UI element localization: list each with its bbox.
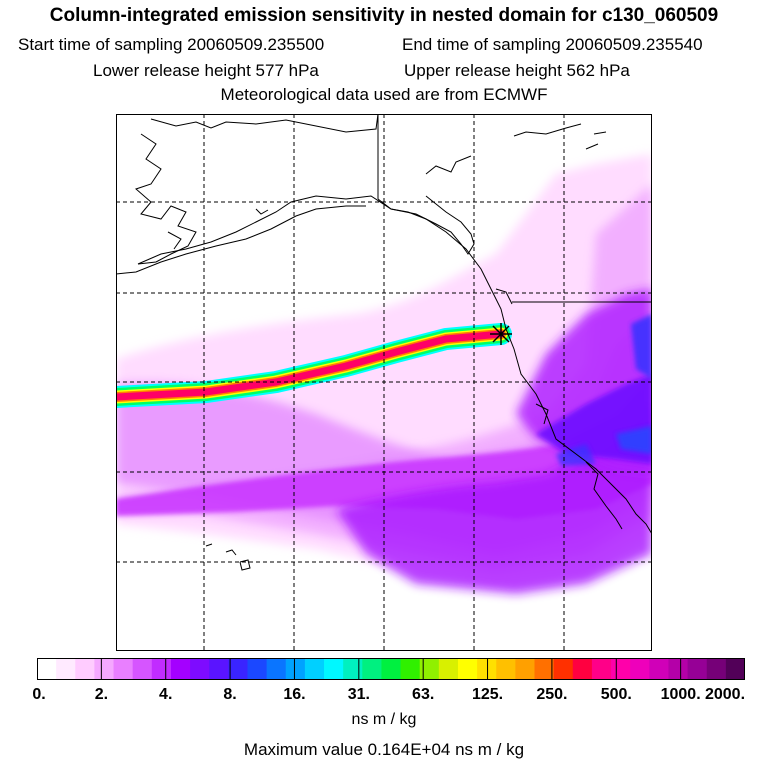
- colorbar-swatch: [611, 658, 631, 680]
- colorbar-swatch: [304, 658, 325, 680]
- colorbar-tick-label: 8.: [223, 686, 237, 703]
- colorbar-swatch: [438, 658, 459, 680]
- colorbar-tick-label: 1000.: [660, 686, 701, 703]
- colorbar-swatch: [649, 658, 670, 680]
- colorbar-swatch: [266, 658, 287, 680]
- colorbar-tick-label: 125.: [471, 686, 504, 703]
- lower-height-label: Lower release height 577 hPa: [93, 61, 319, 80]
- colorbar-swatch: [706, 658, 727, 680]
- colorbar: [37, 658, 745, 680]
- colorbar-swatch: [151, 658, 172, 680]
- colorbar-swatch: [75, 658, 96, 680]
- colorbar-tick-label: 16.: [283, 686, 306, 703]
- colorbar-swatch: [285, 658, 306, 680]
- map-panel: [116, 114, 652, 651]
- colorbar-tick-label: 250.: [536, 686, 568, 703]
- colorbar-swatch: [534, 658, 555, 680]
- colorbar-swatch: [553, 658, 574, 680]
- start-time-label: Start time of sampling 20060509.235500: [18, 35, 325, 54]
- max-value-label: Maximum value 0.164E+04 ns m / kg: [243, 740, 525, 759]
- colorbar-swatch: [400, 658, 421, 680]
- colorbar-frame: [37, 658, 745, 680]
- colorbar-swatch: [457, 658, 478, 680]
- colorbar-swatch: [381, 658, 402, 680]
- end-time-label: End time of sampling 20060509.235540: [402, 35, 703, 54]
- colorbar-swatch: [725, 658, 745, 680]
- units-label: ns m / kg: [351, 711, 417, 728]
- colorbar-swatch: [630, 658, 650, 680]
- colorbar-swatch: [190, 658, 210, 680]
- colorbar-swatch: [56, 658, 76, 680]
- colorbar-tick-label: 63.: [412, 686, 435, 703]
- colorbar-swatch: [668, 658, 689, 680]
- map-frame: [116, 114, 652, 651]
- colorbar-swatch: [362, 658, 383, 680]
- colorbar-tick-label: 2000.: [704, 686, 746, 703]
- map-title: Column-integrated emission sensitivity i…: [49, 5, 719, 26]
- colorbar-swatch: [687, 658, 708, 680]
- colorbar-swatch: [113, 658, 134, 680]
- colorbar-swatch: [515, 658, 536, 680]
- grid-lines: [116, 114, 652, 651]
- colorbar-swatch: [496, 658, 516, 680]
- colorbar-swatch: [247, 658, 268, 680]
- colorbar-swatch: [132, 658, 153, 680]
- colorbar-swatch: [209, 658, 229, 680]
- colorbar-swatch: [228, 658, 249, 680]
- colorbar-swatch: [94, 658, 115, 680]
- colorbar-tick-label: 4.: [159, 686, 173, 703]
- colorbar-swatch: [419, 658, 440, 680]
- plume-trajectory: [116, 323, 512, 408]
- colorbar-swatch: [572, 658, 593, 680]
- colorbar-swatch: [170, 658, 191, 680]
- coastlines: [116, 114, 652, 571]
- colorbar-tick-label: 500.: [600, 686, 632, 703]
- colorbar-tick-label: 2.: [94, 686, 109, 703]
- colorbar-tick-label: 0.: [32, 686, 46, 703]
- asterisk-icon: [490, 323, 512, 345]
- met-data-label: Meteorological data used are from ECMWF: [220, 85, 548, 104]
- colorbar-swatch: [343, 658, 363, 680]
- colorbar-swatch: [591, 658, 612, 680]
- colorbar-swatch: [37, 658, 57, 680]
- colorbar-swatch: [477, 658, 497, 680]
- colorbar-tick-label: 31.: [347, 686, 370, 703]
- upper-height-label: Upper release height 562 hPa: [404, 61, 630, 80]
- colorbar-swatch: [324, 658, 344, 680]
